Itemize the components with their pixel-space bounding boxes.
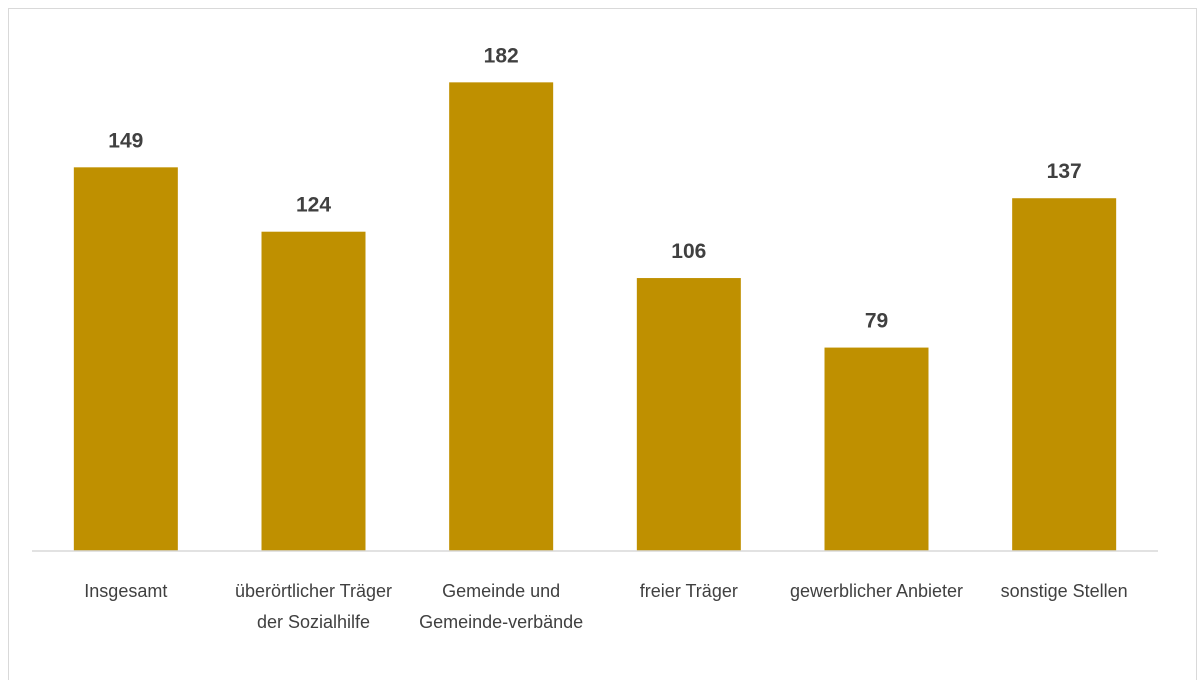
bar xyxy=(1012,198,1117,551)
value-label: 124 xyxy=(296,194,331,217)
x-tick-label: Insgesamt xyxy=(84,581,168,601)
bar xyxy=(261,231,366,551)
x-tick-label: überörtlicher Träger der Sozialhilfe xyxy=(234,581,393,632)
x-tick-label: sonstige Stellen xyxy=(1000,581,1128,601)
value-label: 79 xyxy=(865,310,888,333)
x-tick-label: gewerblicher Anbieter xyxy=(789,581,964,601)
x-tick-label: freier Träger xyxy=(639,581,738,601)
value-label: 137 xyxy=(1047,160,1082,183)
bar xyxy=(824,347,929,551)
bar xyxy=(636,278,741,551)
value-label: 106 xyxy=(671,240,706,263)
x-tick-label: Gemeinde und Gemeinde-verbände xyxy=(419,581,584,632)
value-label: 149 xyxy=(108,129,143,152)
value-label: 182 xyxy=(484,44,519,67)
bar xyxy=(73,167,178,551)
bar xyxy=(449,82,554,551)
